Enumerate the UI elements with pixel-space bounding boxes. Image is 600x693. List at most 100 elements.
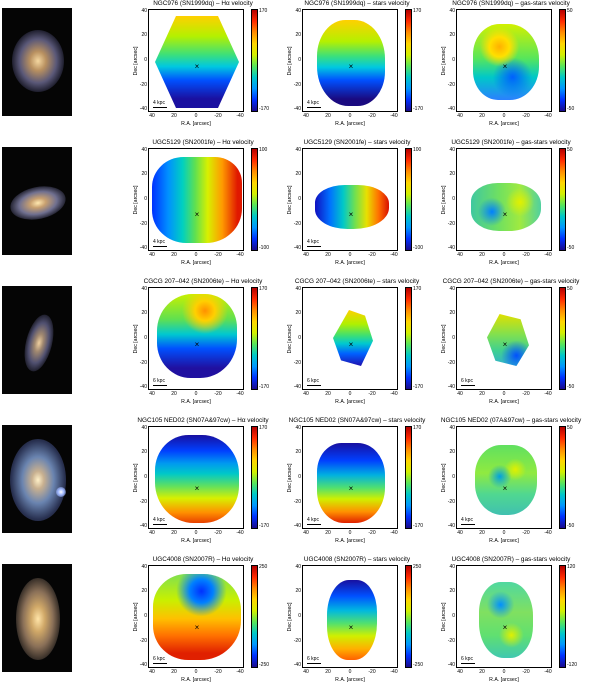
colorbar — [559, 287, 566, 390]
panel-title: UGC5129 (SN2001fe) – stars velocity — [303, 139, 411, 146]
x-axis-label: R.A. [arcsec] — [181, 677, 211, 683]
panel-title: NGC105 NED02 (07A&97cw) – gas-stars velo… — [440, 417, 582, 424]
velocity-map: × 6 kpc — [456, 565, 552, 668]
halpha-velocity-panel: UGC4008 (SN2007R) – Hα velocity × 6 kpc … — [128, 556, 278, 693]
x-axis-label: R.A. [arcsec] — [335, 677, 365, 683]
colorbar — [405, 287, 412, 390]
stars-velocity-panel: CGCG 207–042 (SN2006te) – stars velocity… — [282, 278, 432, 415]
gas-stars-velocity-panel: NGC105 NED02 (07A&97cw) – gas-stars velo… — [436, 417, 586, 554]
stars-velocity-panel: UGC4008 (SN2007R) – stars velocity × 6 k… — [282, 556, 432, 693]
velocity-map: × 4 kpc — [302, 426, 398, 529]
velocity-map: × 4 kpc — [148, 148, 244, 251]
colorbar — [251, 287, 258, 390]
gas-stars-velocity-panel: CGCG 207–042 (SN2006te) – gas-stars velo… — [436, 278, 586, 415]
panel-title: UGC4008 (SN2007R) – gas-stars velocity — [451, 556, 571, 563]
panel-title: UGC4008 (SN2007R) – Hα velocity — [152, 556, 254, 563]
halpha-velocity-panel: UGC5129 (SN2001fe) – Hα velocity × 4 kpc… — [128, 139, 278, 276]
velocity-map: × 4 kpc — [148, 426, 244, 529]
scale-bar: 4 kpc — [307, 517, 321, 525]
colorbar — [559, 565, 566, 668]
nucleus-marker: × — [348, 210, 354, 219]
colorbar — [405, 9, 412, 112]
nucleus-marker: × — [194, 62, 200, 71]
scale-bar: 4 kpc — [153, 100, 167, 108]
x-axis-label: R.A. [arcsec] — [489, 260, 519, 266]
panel-title: NGC105 NED02 (SN07A&97cw) – stars veloci… — [288, 417, 426, 424]
nucleus-marker: × — [194, 484, 200, 493]
scale-bar: 6 kpc — [307, 378, 321, 386]
colorbar — [405, 148, 412, 251]
gas-stars-velocity-panel: UGC5129 (SN2001fe) – gas-stars velocity … — [436, 139, 586, 276]
panel-title: NGC105 NED02 (SN07A&97cw) – Hα velocity — [137, 417, 269, 424]
colorbar — [559, 426, 566, 529]
stars-velocity-panel: NGC105 NED02 (SN07A&97cw) – stars veloci… — [282, 417, 432, 554]
nucleus-marker: × — [348, 484, 354, 493]
stars-velocity-panel: UGC5129 (SN2001fe) – stars velocity × 4 … — [282, 139, 432, 276]
halpha-velocity-panel: NGC976 (SN1999dq) – Hα velocity × 4 kpc … — [128, 0, 278, 137]
colorbar — [405, 565, 412, 668]
x-axis-label: R.A. [arcsec] — [489, 399, 519, 405]
velocity-map: × 6 kpc — [302, 287, 398, 390]
nucleus-marker: × — [348, 623, 354, 632]
scale-bar: 6 kpc — [307, 656, 321, 664]
nucleus-marker: × — [194, 340, 200, 349]
panel-title: CGCG 207–042 (SN2006te) – Hα velocity — [143, 278, 263, 285]
x-axis-label: R.A. [arcsec] — [335, 121, 365, 127]
x-axis-label: R.A. [arcsec] — [489, 538, 519, 544]
x-axis-label: R.A. [arcsec] — [181, 538, 211, 544]
stars-velocity-panel: NGC976 (SN1999dq) – stars velocity × 4 k… — [282, 0, 432, 137]
scale-bar: 6 kpc — [153, 656, 167, 664]
x-axis-label: R.A. [arcsec] — [335, 538, 365, 544]
panel-title: UGC5129 (SN2001fe) – gas-stars velocity — [451, 139, 571, 146]
scale-bar: 4 kpc — [153, 517, 167, 525]
nucleus-marker: × — [502, 340, 508, 349]
panel-title: NGC976 (SN1999dq) – Hα velocity — [153, 0, 253, 7]
velocity-map: × 4 kpc — [302, 9, 398, 112]
panel-title: NGC976 (SN1999dq) – stars velocity — [304, 0, 410, 7]
panel-title: UGC5129 (SN2001fe) – Hα velocity — [152, 139, 254, 146]
colorbar — [251, 9, 258, 112]
scale-bar: 4 kpc — [461, 517, 475, 525]
velocity-map: × 4 kpc — [302, 148, 398, 251]
nucleus-marker: × — [194, 210, 200, 219]
velocity-map: × 6 kpc — [148, 565, 244, 668]
halpha-velocity-panel: CGCG 207–042 (SN2006te) – Hα velocity × … — [128, 278, 278, 415]
x-axis-label: R.A. [arcsec] — [335, 399, 365, 405]
scale-bar: 4 kpc — [153, 239, 167, 247]
galaxy-thumbnail — [2, 286, 72, 394]
colorbar — [251, 148, 258, 251]
nucleus-marker: × — [502, 210, 508, 219]
scale-bar: 4 kpc — [307, 239, 321, 247]
scale-bar: 6 kpc — [153, 378, 167, 386]
panel-title: CGCG 207–042 (SN2006te) – gas-stars velo… — [442, 278, 580, 285]
nucleus-marker: × — [502, 484, 508, 493]
galaxy-thumbnail — [2, 425, 72, 533]
x-axis-label: R.A. [arcsec] — [181, 260, 211, 266]
nucleus-marker: × — [348, 340, 354, 349]
scale-bar: 6 kpc — [461, 656, 475, 664]
velocity-map: × — [456, 9, 552, 112]
nucleus-marker: × — [502, 623, 508, 632]
x-axis-label: R.A. [arcsec] — [335, 260, 365, 266]
panel-title: UGC4008 (SN2007R) – stars velocity — [303, 556, 411, 563]
galaxy-thumbnail — [2, 564, 72, 672]
colorbar — [405, 426, 412, 529]
velocity-map: × 6 kpc — [148, 287, 244, 390]
velocity-map: × 4 kpc — [456, 426, 552, 529]
panel-title: CGCG 207–042 (SN2006te) – stars velocity — [294, 278, 420, 285]
colorbar — [251, 426, 258, 529]
x-axis-label: R.A. [arcsec] — [489, 677, 519, 683]
x-axis-label: R.A. [arcsec] — [181, 121, 211, 127]
panel-title: NGC976 (SN1999dq) – gas-stars velocity — [452, 0, 570, 7]
nucleus-marker: × — [348, 62, 354, 71]
scale-bar: 4 kpc — [307, 100, 321, 108]
nucleus-marker: × — [502, 62, 508, 71]
colorbar — [559, 148, 566, 251]
velocity-map: × 6 kpc — [456, 287, 552, 390]
x-axis-label: R.A. [arcsec] — [181, 399, 211, 405]
velocity-map: × — [456, 148, 552, 251]
galaxy-thumbnail — [2, 8, 72, 116]
colorbar — [559, 9, 566, 112]
halpha-velocity-panel: NGC105 NED02 (SN07A&97cw) – Hα velocity … — [128, 417, 278, 554]
nucleus-marker: × — [194, 623, 200, 632]
